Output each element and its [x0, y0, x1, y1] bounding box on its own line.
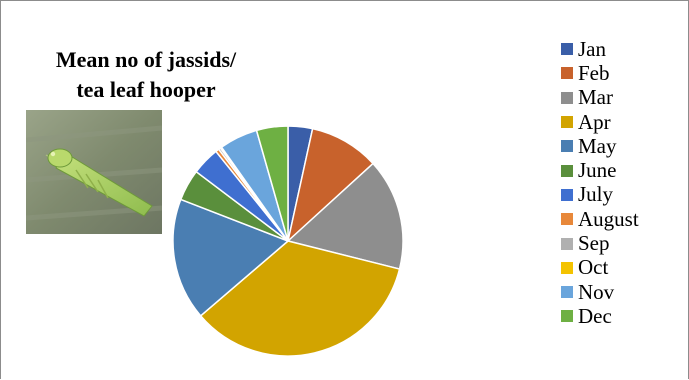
legend-swatch: [561, 188, 573, 201]
legend-swatch: [561, 91, 573, 104]
legend-label: Sep: [578, 231, 610, 256]
legend-swatch: [561, 67, 573, 80]
legend-label: Jan: [578, 36, 606, 61]
leafhopper-photo: [26, 110, 162, 234]
legend-swatch: [561, 261, 573, 274]
pie-slice-apr: [199, 240, 401, 357]
legend-item-july: July: [561, 182, 639, 207]
pie-slice-dec: [255, 125, 289, 242]
legend-label: Apr: [578, 109, 611, 134]
legend-label: Mar: [578, 85, 613, 110]
pie-slice-may: [172, 198, 290, 317]
legend-label: May: [578, 133, 617, 158]
legend-label: June: [578, 158, 617, 183]
legend-item-oct: Oct: [561, 255, 639, 280]
legend-swatch: [561, 43, 573, 56]
legend-item-nov: Nov: [561, 280, 639, 304]
legend-swatch: [561, 140, 573, 153]
legend-swatch: [561, 116, 573, 129]
legend-swatch: [561, 213, 573, 226]
legend-swatch: [561, 310, 573, 323]
legend-label: Feb: [578, 60, 610, 85]
legend-item-feb: Feb: [561, 61, 639, 85]
legend-item-apr: Apr: [561, 110, 639, 134]
legend-label: Nov: [578, 279, 615, 304]
legend-item-august: August: [561, 207, 639, 231]
legend-item-sep: Sep: [561, 231, 639, 255]
legend-swatch: [561, 237, 573, 250]
legend-label: Oct: [578, 255, 609, 280]
chart-title-line-1: Mean no of jassids/: [55, 47, 237, 72]
legend-item-june: June: [561, 158, 639, 182]
legend-label: August: [578, 206, 639, 231]
legend-swatch: [561, 164, 573, 177]
legend-item-jan: Jan: [561, 37, 639, 61]
legend-item-mar: Mar: [561, 85, 639, 110]
legend-swatch: [561, 286, 573, 299]
legend: Jan Feb Mar Apr May June July August Sep Oct Nov De…: [561, 37, 639, 329]
chart-title-line-2: tea leaf hooper: [76, 77, 216, 102]
chart-title: Mean no of jassids/ tea leaf hooper: [19, 45, 273, 105]
legend-item-may: May: [561, 134, 639, 158]
legend-label: Dec: [578, 303, 612, 328]
legend-label: July: [578, 182, 614, 207]
pie-slice-mar: [286, 162, 404, 270]
legend-item-dec: Dec: [561, 304, 639, 328]
